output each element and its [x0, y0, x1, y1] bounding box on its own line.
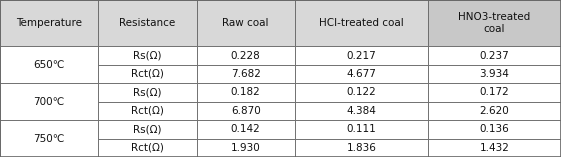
Text: 0.122: 0.122	[347, 87, 376, 97]
Text: Rs(Ω): Rs(Ω)	[133, 124, 162, 134]
Text: 0.136: 0.136	[480, 124, 509, 134]
Text: 0.111: 0.111	[347, 124, 376, 134]
Bar	[428, 120, 561, 138]
Bar	[428, 102, 561, 120]
Bar	[295, 138, 428, 157]
Text: 1.836: 1.836	[346, 143, 376, 153]
Text: Raw coal: Raw coal	[222, 18, 269, 28]
Bar	[98, 0, 196, 46]
Bar	[98, 65, 196, 83]
Bar	[295, 120, 428, 138]
Text: 2.620: 2.620	[480, 106, 509, 116]
Text: Rct(Ω): Rct(Ω)	[131, 143, 164, 153]
Text: 0.237: 0.237	[480, 51, 509, 61]
Text: Rs(Ω): Rs(Ω)	[133, 87, 162, 97]
Bar	[295, 102, 428, 120]
Bar	[196, 83, 295, 102]
Text: Rs(Ω): Rs(Ω)	[133, 51, 162, 61]
Bar	[196, 138, 295, 157]
Text: Temperature: Temperature	[16, 18, 82, 28]
Text: 700℃: 700℃	[34, 97, 65, 107]
Text: 0.142: 0.142	[231, 124, 260, 134]
Bar	[98, 46, 196, 65]
Bar	[0, 0, 98, 46]
Bar	[98, 102, 196, 120]
Bar	[295, 65, 428, 83]
Bar	[196, 65, 295, 83]
Bar	[0, 46, 98, 83]
Text: 4.384: 4.384	[346, 106, 376, 116]
Text: 1.930: 1.930	[231, 143, 260, 153]
Text: Rct(Ω): Rct(Ω)	[131, 69, 164, 79]
Text: 4.677: 4.677	[346, 69, 376, 79]
Bar	[196, 102, 295, 120]
Bar	[0, 83, 98, 120]
Bar	[295, 83, 428, 102]
Text: Rct(Ω): Rct(Ω)	[131, 106, 164, 116]
Bar	[428, 138, 561, 157]
Bar	[98, 120, 196, 138]
Text: Resistance: Resistance	[119, 18, 176, 28]
Bar	[428, 83, 561, 102]
Text: 1.432: 1.432	[480, 143, 509, 153]
Text: 6.870: 6.870	[231, 106, 260, 116]
Bar	[98, 138, 196, 157]
Bar	[428, 0, 561, 46]
Text: 0.182: 0.182	[231, 87, 260, 97]
Text: 3.934: 3.934	[480, 69, 509, 79]
Bar	[295, 0, 428, 46]
Bar	[196, 46, 295, 65]
Text: 750℃: 750℃	[34, 134, 65, 143]
Bar	[196, 0, 295, 46]
Text: 0.228: 0.228	[231, 51, 260, 61]
Text: HNO3-treated
coal: HNO3-treated coal	[458, 12, 531, 34]
Bar	[428, 46, 561, 65]
Text: 650℃: 650℃	[34, 60, 65, 70]
Bar	[196, 120, 295, 138]
Bar	[98, 83, 196, 102]
Bar	[428, 65, 561, 83]
Text: 0.172: 0.172	[480, 87, 509, 97]
Bar	[0, 120, 98, 157]
Bar	[295, 46, 428, 65]
Text: HCl-treated coal: HCl-treated coal	[319, 18, 404, 28]
Text: 0.217: 0.217	[347, 51, 376, 61]
Text: 7.682: 7.682	[231, 69, 260, 79]
